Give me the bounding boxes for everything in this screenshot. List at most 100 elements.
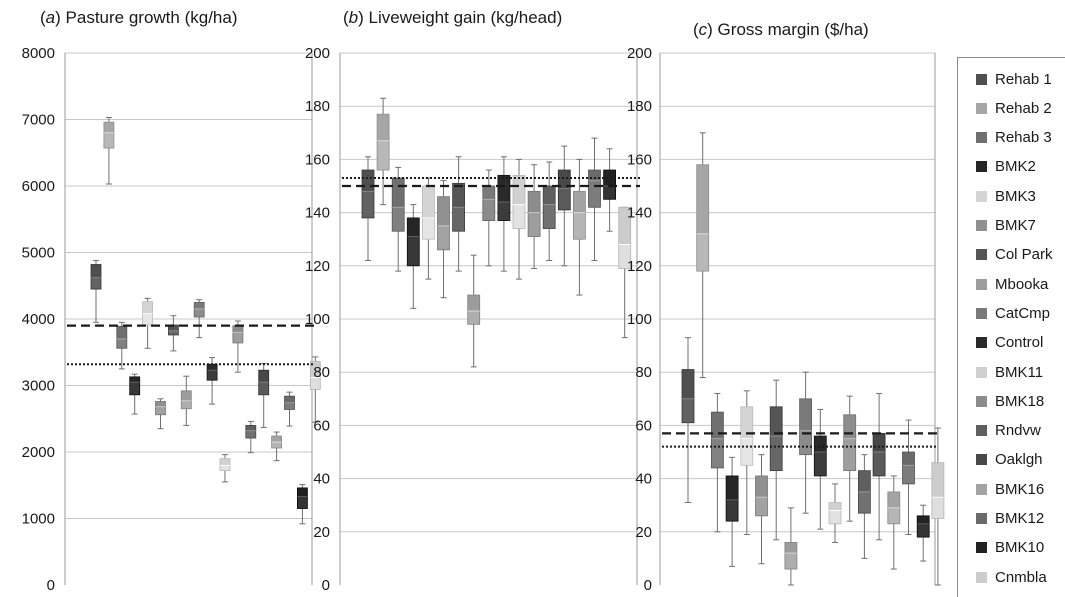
box-lower-b-11 bbox=[527, 212, 541, 237]
y-tick-a-3: 3000 bbox=[22, 378, 55, 395]
box-upper-c-10 bbox=[828, 502, 842, 511]
legend-item: Mbooka bbox=[976, 274, 1048, 294]
legend-label: Mbooka bbox=[995, 275, 1049, 293]
legend-swatch bbox=[976, 513, 987, 524]
box-lower-a-10 bbox=[219, 464, 231, 472]
y-tick-c-4: 80 bbox=[635, 364, 652, 381]
legend-swatch bbox=[976, 395, 987, 407]
box-upper-a-4 bbox=[142, 301, 154, 315]
y-tick-c-5: 100 bbox=[627, 311, 652, 328]
box-lower-c-10 bbox=[828, 510, 842, 525]
box-lower-b-6 bbox=[452, 206, 466, 232]
box-lower-a-12 bbox=[245, 430, 257, 439]
y-tick-b-0: 0 bbox=[322, 577, 330, 594]
box-upper-b-10 bbox=[512, 174, 526, 206]
legend-label: Cnmbla bbox=[995, 568, 1047, 586]
box-lower-b-14 bbox=[573, 212, 586, 240]
legend-item: BMK7 bbox=[976, 216, 1036, 236]
y-tick-c-3: 60 bbox=[635, 417, 652, 434]
legend-label: Col Park bbox=[995, 246, 1053, 264]
box-upper-b-9 bbox=[497, 174, 511, 203]
panel-b-title-text: ) Liveweight gain (kg/head) bbox=[358, 8, 563, 27]
y-tick-a-4: 4000 bbox=[22, 311, 55, 328]
y-tick-c-6: 120 bbox=[627, 258, 652, 275]
box-lower-b-8 bbox=[482, 198, 496, 221]
box-upper-b-11 bbox=[527, 190, 541, 214]
legend-swatch bbox=[976, 425, 987, 437]
box-lower-b-5 bbox=[437, 225, 450, 251]
y-tick-a-1: 1000 bbox=[22, 511, 55, 528]
panel-c-title-prefix: ( bbox=[693, 20, 699, 39]
legend-label: Rehab 3 bbox=[995, 129, 1052, 147]
box-lower-c-7 bbox=[784, 552, 798, 570]
box-upper-a-0 bbox=[90, 264, 102, 279]
y-tick-c-0: 0 bbox=[644, 577, 652, 594]
box-upper-c-5 bbox=[755, 475, 768, 498]
y-tick-c-9: 180 bbox=[627, 98, 652, 115]
box-lower-b-10 bbox=[512, 204, 526, 229]
box-lower-b-16 bbox=[603, 185, 616, 200]
box-lower-a-5 bbox=[155, 406, 166, 416]
legend-item: Oaklgh bbox=[976, 450, 1043, 470]
box-lower-c-15 bbox=[902, 464, 915, 485]
box-upper-c-0 bbox=[681, 369, 695, 400]
box-upper-c-3 bbox=[725, 475, 739, 501]
y-tick-a-7: 7000 bbox=[22, 112, 55, 129]
box-lower-a-6 bbox=[167, 330, 179, 336]
legend-swatch bbox=[976, 249, 987, 261]
y-tick-c-8: 160 bbox=[627, 151, 652, 168]
panel-a-title-letter: a bbox=[45, 8, 56, 27]
legend-label: Rehab 2 bbox=[995, 99, 1052, 117]
legend-item: Rndvw bbox=[976, 421, 1041, 441]
box-lower-a-8 bbox=[193, 308, 205, 318]
box-upper-b-5 bbox=[437, 196, 450, 227]
panel-b-title: (b) Liveweight gain (kg/head) bbox=[343, 8, 562, 28]
box-upper-a-12 bbox=[245, 424, 257, 432]
legend-item: Cnmbla bbox=[976, 567, 1047, 587]
box-lower-c-11 bbox=[843, 438, 857, 472]
box-lower-c-14 bbox=[887, 507, 901, 525]
panel-c-title: (c) Gross margin ($/ha) bbox=[693, 20, 869, 40]
box-upper-a-10 bbox=[219, 458, 231, 466]
box-upper-b-12 bbox=[542, 185, 556, 206]
box-lower-a-11 bbox=[232, 331, 244, 344]
box-upper-c-9 bbox=[813, 435, 827, 453]
box-lower-a-0 bbox=[90, 277, 102, 290]
y-tick-b-9: 180 bbox=[305, 98, 330, 115]
box-lower-c-5 bbox=[755, 496, 768, 517]
box-lower-c-12 bbox=[858, 491, 871, 514]
box-upper-c-17 bbox=[931, 462, 945, 498]
box-lower-a-3 bbox=[129, 381, 141, 396]
panel-c-title-letter: c bbox=[698, 20, 708, 39]
legend-label: BMK12 bbox=[995, 510, 1045, 527]
y-tick-b-4: 80 bbox=[313, 364, 330, 381]
legend-item: Col Park bbox=[976, 245, 1053, 265]
box-upper-c-6 bbox=[769, 406, 783, 437]
y-tick-c-7: 140 bbox=[627, 205, 652, 222]
box-upper-b-8 bbox=[482, 185, 496, 200]
box-upper-a-5 bbox=[155, 401, 166, 408]
y-tick-a-0: 0 bbox=[47, 577, 55, 594]
panel-b-title-letter: b bbox=[348, 8, 359, 27]
box-upper-c-15 bbox=[902, 451, 915, 466]
legend-item: Rehab 1 bbox=[976, 69, 1052, 89]
legend-item: BMK18 bbox=[976, 391, 1044, 411]
box-lower-a-13 bbox=[258, 381, 270, 396]
y-tick-b-5: 100 bbox=[305, 311, 330, 328]
box-lower-b-0 bbox=[361, 190, 375, 219]
box-lower-a-4 bbox=[142, 313, 154, 326]
box-lower-a-15 bbox=[284, 402, 295, 410]
legend-item: BMK10 bbox=[976, 538, 1044, 558]
box-upper-a-7 bbox=[180, 390, 192, 402]
box-lower-a-1 bbox=[103, 132, 115, 149]
box-upper-a-16 bbox=[296, 487, 308, 497]
box-upper-c-12 bbox=[858, 470, 871, 493]
legend-item: BMK3 bbox=[976, 186, 1036, 206]
legend-swatch bbox=[976, 337, 987, 349]
legend-swatch bbox=[976, 161, 987, 173]
y-tick-a-2: 2000 bbox=[22, 444, 55, 461]
legend-item: Rehab 3 bbox=[976, 128, 1052, 148]
box-lower-c-0 bbox=[681, 398, 695, 424]
box-upper-c-8 bbox=[799, 398, 812, 432]
